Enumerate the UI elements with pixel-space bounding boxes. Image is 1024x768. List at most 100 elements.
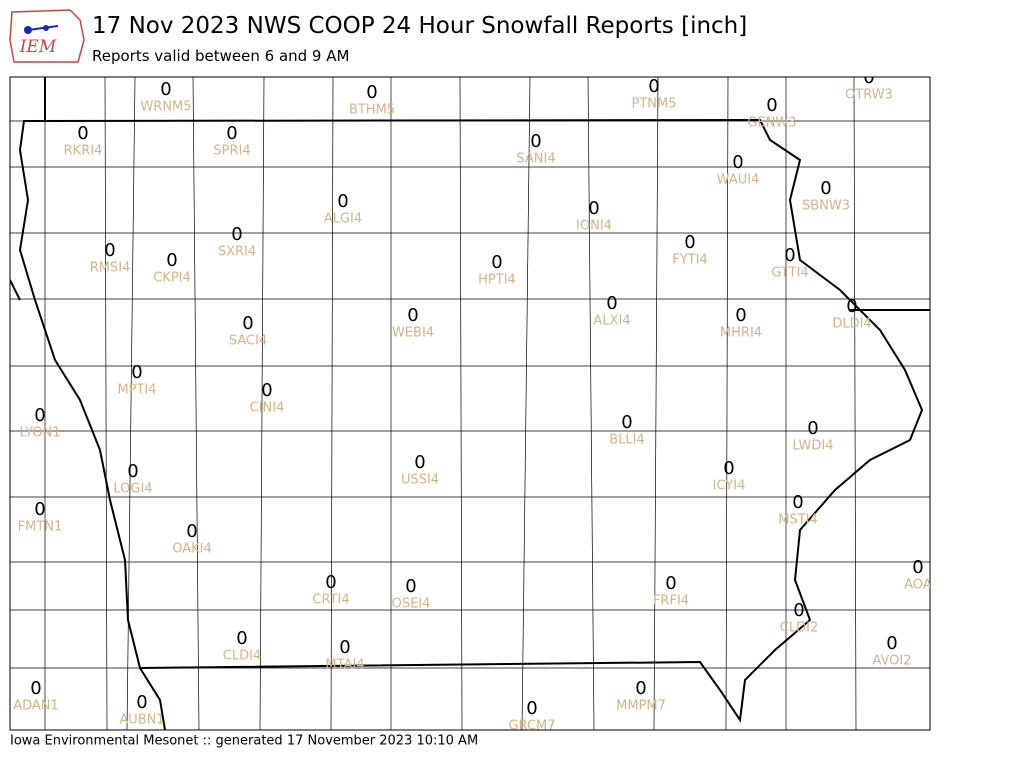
county-line [330, 77, 334, 730]
station-value: 0 [131, 362, 142, 383]
station-id: CKPI4 [153, 271, 191, 286]
station-value: 0 [414, 452, 425, 473]
station-id: AUBN1 [119, 713, 164, 728]
station-id: GENW3 [747, 116, 796, 131]
station-value: 0 [104, 240, 115, 261]
station-id: HPTI4 [478, 273, 516, 288]
county-line [653, 77, 659, 730]
station-value: 0 [606, 293, 617, 314]
station-value: 0 [912, 557, 923, 578]
station-value: 0 [530, 131, 541, 152]
station-value: 0 [621, 412, 632, 433]
station-id: MSTI4 [778, 513, 818, 528]
station-value: 0 [226, 123, 237, 144]
station-id: LOGI4 [113, 482, 152, 497]
station-id: USSI4 [401, 473, 439, 488]
station-id: OTRW3 [845, 88, 893, 103]
station-value: 0 [325, 572, 336, 593]
station-id: ALXI4 [593, 314, 630, 329]
station-id: RMSI4 [90, 261, 131, 276]
state-border [18, 118, 924, 723]
station-value: 0 [588, 198, 599, 219]
station-value: 0 [261, 380, 272, 401]
station-value: 0 [648, 76, 659, 97]
state-border [10, 77, 930, 730]
station-id: LYON1 [20, 426, 61, 441]
station-value: 0 [820, 178, 831, 199]
county-line [853, 77, 857, 730]
station-value: 0 [231, 224, 242, 245]
station-value: 0 [886, 633, 897, 654]
station-id: SBNW3 [802, 199, 850, 214]
station-value: 0 [665, 573, 676, 594]
station-value: 0 [339, 637, 350, 658]
station-value: 0 [684, 232, 695, 253]
station-value: 0 [807, 418, 818, 439]
station-id: PTNM5 [632, 97, 677, 112]
station-id: MTAI4 [325, 658, 364, 673]
county-line [192, 77, 200, 730]
station-value: 0 [366, 82, 377, 103]
logo-text: IEM [19, 37, 57, 57]
county-line [521, 77, 531, 730]
station-value: 0 [127, 461, 138, 482]
station-id: FRFI4 [653, 594, 689, 609]
station-id: OSEI4 [392, 597, 431, 612]
station-id: CLDI2 [780, 621, 818, 636]
station-value: 0 [793, 600, 804, 621]
station-value: 0 [77, 123, 88, 144]
station-id: IONI4 [576, 219, 612, 234]
station-id: MHRI4 [720, 326, 762, 341]
station-value: 0 [863, 67, 874, 88]
map-frame [9, 76, 931, 731]
station-id: ADAN1 [13, 699, 59, 714]
station-id: SANI4 [516, 152, 555, 167]
station-id: CLDI4 [223, 649, 261, 664]
station-value: 0 [236, 628, 247, 649]
station-value: 0 [407, 305, 418, 326]
county-line [459, 77, 463, 730]
station-id: AVOI2 [872, 654, 911, 669]
station-value: 0 [405, 576, 416, 597]
station-value: 0 [766, 95, 777, 116]
station-id: DLDI4 [832, 317, 871, 332]
station-id: FMTN1 [18, 520, 63, 535]
station-id: SPRI4 [213, 144, 250, 159]
stations: 0WRNM50BTHM50PTNM50OTRW30GENW30RKRI40SPR… [13, 67, 930, 730]
station-id: OAKI4 [172, 542, 212, 557]
county-line [259, 77, 265, 730]
station-id: MMPM7 [616, 699, 666, 714]
logo: IEM [9, 9, 85, 63]
station-id: WEBI4 [392, 326, 434, 341]
station-value: 0 [337, 191, 348, 212]
station-value: 0 [491, 252, 502, 273]
